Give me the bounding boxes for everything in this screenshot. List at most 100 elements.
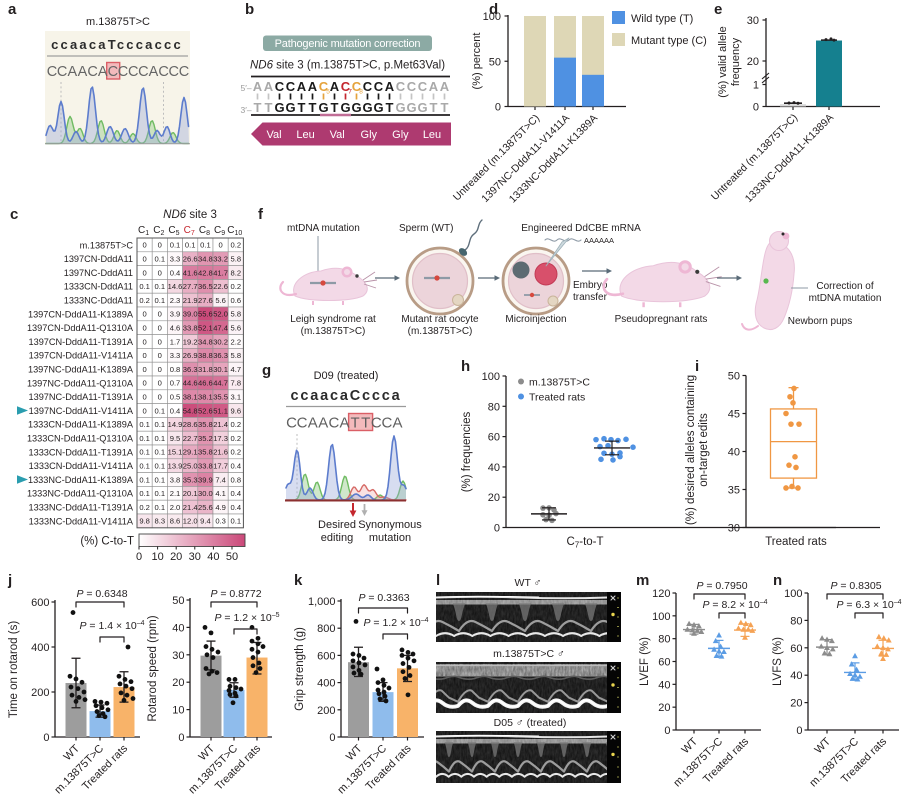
svg-text:P = 0.6348: P = 0.6348 [76, 588, 127, 600]
svg-text:14.9: 14.9 [168, 420, 183, 429]
svg-text:10: 10 [172, 705, 184, 717]
svg-text:29.1: 29.1 [183, 448, 198, 457]
svg-text:editing: editing [321, 532, 353, 544]
svg-text:80: 80 [790, 615, 802, 627]
svg-text:i: i [695, 358, 699, 375]
svg-text:0.1: 0.1 [200, 241, 211, 250]
svg-text:3.8: 3.8 [170, 475, 181, 484]
svg-text:0: 0 [796, 725, 802, 737]
svg-text:k: k [294, 572, 303, 589]
svg-text:0: 0 [495, 102, 501, 114]
svg-text:LVFS (%): LVFS (%) [772, 637, 784, 686]
svg-text:51.1: 51.1 [213, 406, 228, 415]
svg-text:P = 0.7950: P = 0.7950 [696, 580, 747, 592]
svg-text:T: T [441, 100, 449, 115]
svg-text:27.7: 27.7 [183, 282, 198, 291]
svg-text:C1: C1 [138, 225, 149, 237]
svg-text:34.8: 34.8 [198, 255, 213, 264]
svg-text:33.8: 33.8 [198, 462, 213, 471]
svg-text:0: 0 [142, 351, 146, 360]
svg-text:17.7: 17.7 [213, 462, 228, 471]
svg-text:0: 0 [158, 351, 162, 360]
svg-text:G: G [318, 100, 328, 115]
svg-text:C10: C10 [227, 225, 242, 237]
svg-text:LVEF (%): LVEF (%) [639, 637, 651, 686]
svg-text:G: G [274, 100, 284, 115]
svg-text:1397NC-DddA11: 1397NC-DddA11 [64, 268, 133, 278]
svg-text:C: C [374, 79, 384, 94]
svg-text:T: T [254, 100, 262, 115]
svg-text:1397CN-DddA11-Q1310A: 1397CN-DddA11-Q1310A [27, 323, 134, 333]
svg-text:41.7: 41.7 [213, 268, 228, 277]
svg-text:27.6: 27.6 [198, 296, 213, 305]
svg-text:5′–: 5′– [241, 83, 252, 93]
svg-text:0.1: 0.1 [155, 503, 166, 512]
svg-text:D09 (treated): D09 (treated) [314, 370, 379, 382]
svg-text:38.1: 38.1 [183, 393, 198, 402]
svg-text:33.2: 33.2 [213, 255, 228, 264]
svg-text:0.1: 0.1 [155, 406, 166, 415]
svg-text:1333CN-DddA11: 1333CN-DddA11 [64, 282, 133, 292]
svg-text:1333CN-DddA11-K1389A: 1333CN-DddA11-K1389A [28, 420, 134, 430]
svg-text:400: 400 [31, 642, 49, 654]
svg-text:C: C [128, 64, 138, 80]
svg-text:C: C [328, 415, 339, 432]
svg-text:4.6: 4.6 [170, 324, 181, 333]
svg-text:13.9: 13.9 [168, 462, 183, 471]
svg-text:0.1: 0.1 [155, 462, 166, 471]
svg-text:transfer: transfer [573, 292, 608, 303]
svg-text:C: C [363, 79, 373, 94]
svg-text:Gly: Gly [392, 129, 409, 141]
svg-text:36.3: 36.3 [183, 365, 198, 374]
svg-text:30.1: 30.1 [213, 365, 228, 374]
svg-text:9.6: 9.6 [231, 406, 242, 415]
svg-text:T: T [331, 100, 339, 115]
svg-text:1333NC-DddA11: 1333NC-DddA11 [64, 296, 133, 306]
svg-text:34.8: 34.8 [198, 337, 213, 346]
svg-text:80: 80 [658, 634, 670, 646]
svg-text:Leu: Leu [423, 129, 441, 141]
svg-text:52.0: 52.0 [213, 310, 228, 319]
svg-text:42.8: 42.8 [198, 268, 213, 277]
svg-text:0: 0 [158, 324, 162, 333]
svg-text:35.5: 35.5 [213, 393, 228, 402]
svg-text:T: T [430, 100, 438, 115]
svg-text:0.1: 0.1 [155, 296, 166, 305]
svg-text:n: n [773, 572, 782, 589]
svg-text:A: A [297, 79, 307, 94]
svg-text:A: A [149, 64, 159, 80]
svg-text:5: 5 [326, 89, 330, 96]
svg-text:0: 0 [142, 393, 146, 402]
svg-text:0.1: 0.1 [155, 255, 166, 264]
svg-text:0.2: 0.2 [231, 420, 242, 429]
svg-text:Correction of: Correction of [816, 281, 873, 292]
svg-text:80: 80 [488, 401, 500, 413]
svg-text:2.3: 2.3 [170, 296, 181, 305]
svg-text:0: 0 [142, 268, 146, 277]
svg-text:(%) desired alleles containing: (%) desired alleles containing [685, 375, 697, 525]
svg-text:0: 0 [142, 241, 146, 250]
svg-text:21.9: 21.9 [183, 296, 198, 305]
svg-text:G: G [362, 100, 372, 115]
svg-text:A: A [308, 79, 318, 94]
svg-text:P = 1.4 × 10–4: P = 1.4 × 10–4 [79, 620, 144, 632]
svg-text:5.6: 5.6 [215, 296, 226, 305]
svg-text:0: 0 [664, 725, 670, 737]
svg-text:0: 0 [158, 393, 162, 402]
svg-text:20: 20 [747, 56, 759, 68]
svg-text:0: 0 [329, 732, 335, 744]
svg-text:Newborn pups: Newborn pups [788, 316, 852, 327]
svg-text:m: m [636, 572, 649, 589]
svg-text:m.13875T>C: m.13875T>C [86, 16, 150, 28]
svg-text:C9: C9 [214, 225, 225, 237]
svg-text:1333NC-DddA11-V1411A: 1333NC-DddA11-V1411A [29, 516, 134, 526]
svg-text:2.2: 2.2 [231, 337, 242, 346]
svg-text:ccaacaTcccaccc: ccaacaTcccaccc [51, 37, 183, 52]
svg-text:41.6: 41.6 [183, 268, 198, 277]
svg-text:Mutant rat oocyte: Mutant rat oocyte [401, 314, 479, 325]
svg-text:0.4: 0.4 [231, 489, 242, 498]
svg-text:36.5: 36.5 [198, 282, 213, 291]
svg-text:14.6: 14.6 [168, 282, 183, 291]
svg-text:1397CN-DddA11-K1389A: 1397CN-DddA11-K1389A [28, 309, 134, 319]
svg-text:P = 1.2 × 10–4: P = 1.2 × 10–4 [363, 617, 428, 629]
